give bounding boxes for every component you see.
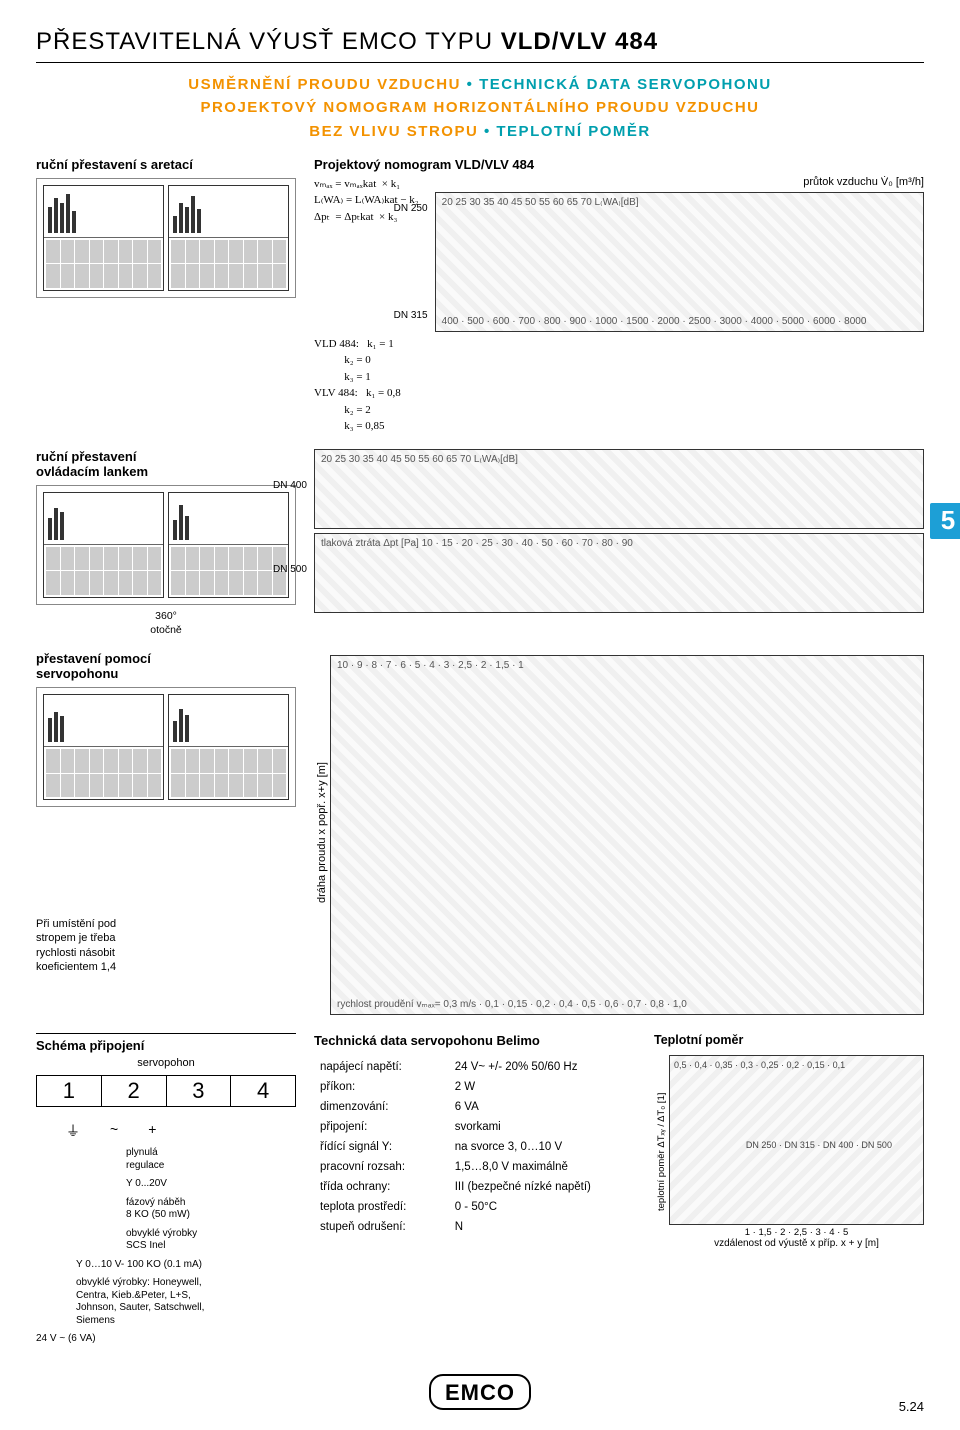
y20-label: Y 0...20V [126,1178,296,1191]
spec-key: příkon: [316,1078,449,1096]
spec-key: pracovní rozsah: [316,1158,449,1176]
page-title: PŘESTAVITELNÁ VÝUSŤ EMCO TYPU VLD/VLV 48… [36,28,924,56]
subt-3a: BEZ VLIVU STROPU [309,123,478,140]
page-number: 5.24 [899,1399,924,1414]
spec-row: připojení:svorkami [316,1118,634,1136]
spec-val: 1,5…8,0 V maximálně [451,1158,634,1176]
terminal-4: 4 [231,1076,295,1106]
terminal-1: 1 [37,1076,102,1106]
spec-val: 2 W [451,1078,634,1096]
v-lines: rychlost proudění vₘₐₓ= 0,3 m/s · 0,1 · … [337,999,687,1010]
dn315-label: DN 315 [394,310,428,321]
mfr-label: obvyklé výrobky: Honeywell, Centra, Kieb… [76,1277,296,1327]
emco-logo: EMCO [429,1374,531,1410]
spec-key: napájecí napětí: [316,1058,449,1076]
nomogram-chart-top: DN 250 DN 315 20 25 30 35 40 45 50 55 60… [435,192,924,332]
subt-1b: TECHNICKÁ DATA SERVOPOHONU [479,76,772,93]
terminal-strip: 1 2 3 4 [36,1075,296,1107]
y-axis-label: dráha proudu x popř. x+y [m] [314,651,330,1015]
formula-defs: vₘₐₓ = vₘₐₓkat × k₁ L₍WA₎ = L₍WA₎kat − k… [314,176,419,332]
spec-val: N [451,1218,634,1236]
spec-key: řídící signál Y: [316,1138,449,1156]
spec-row: příkon:2 W [316,1078,634,1096]
temp-x-ticks: 1 · 1,5 · 2 · 2,5 · 3 · 4 · 5 [669,1227,924,1238]
temp-y-ticks: 0,5 · 0,4 · 0,35 · 0,3 · 0,25 · 0,2 · 0,… [674,1060,845,1070]
dn250-label: DN 250 [394,203,428,214]
temp-y-label: teplotní poměr ΔTₓᵧ / ΔT₀ [1] [654,1055,669,1249]
y-ticks: 10 · 9 · 8 · 7 · 6 · 5 · 4 · 3 · 2,5 · 2… [337,660,524,671]
spec-key: dimenzování: [316,1098,449,1116]
title-bold: VLD/VLV 484 [501,28,658,55]
techdata-title: Technická data servopohonu Belimo [314,1033,636,1048]
terminal-3: 3 [167,1076,232,1106]
spec-row: řídící signál Y:na svorce 3, 0…10 V [316,1138,634,1156]
techdata-table: napájecí napětí:24 V~ +/- 20% 50/60 Hzpř… [314,1056,636,1238]
spec-key: teplota prostředí: [316,1198,449,1216]
spec-row: stupeň odrušení:N [316,1218,634,1236]
spec-val: na svorce 3, 0…10 V [451,1138,634,1156]
thumb-cable [36,485,296,605]
supply-label: 24 V ~ (6 VA) [36,1333,296,1346]
y10-label: Y 0…10 V- 100 KO (0.1 mA) [76,1259,296,1272]
title-rule [36,62,924,63]
nomogram-title: Projektový nomogram VLD/VLV 484 [314,157,924,172]
sym-ground: ⏚ [66,1121,80,1141]
label-cable: ruční přestavení ovládacím lankem [36,449,296,479]
nomogram-lower-chart: 10 · 9 · 8 · 7 · 6 · 5 · 4 · 3 · 2,5 · 2… [330,655,924,1015]
section-marker-5: 5 [930,503,960,539]
label-manual-lock: ruční přestavení s aretací [36,157,296,172]
spec-row: teplota prostředí:0 - 50°C [316,1198,634,1216]
nomogram-dn500: DN 500 tlaková ztráta Δpt [Pa] 10 · 15 ·… [314,533,924,613]
spec-key: připojení: [316,1118,449,1136]
lwa-ticks-2: 20 25 30 35 40 45 50 55 60 65 70 L₍WA₎[d… [321,454,518,465]
spec-val: 6 VA [451,1098,634,1116]
spec-val: svorkami [451,1118,634,1136]
cable-note: 360° otočně [36,609,296,637]
lwa-ticks: 20 25 30 35 40 45 50 55 60 65 70 L₍WA₎[d… [442,197,639,208]
bullet-1: • [467,76,474,93]
spec-val: 24 V~ +/- 20% 50/60 Hz [451,1058,634,1076]
subt-1a: USMĚRNĚNÍ PROUDU VZDUCHU [188,76,461,93]
thumb-manual-lock [36,178,296,298]
schema-title: Schéma připojení [36,1038,296,1053]
coeff-block: VLD 484: k₁ = 1 k₂ = 0 k₃ = 1 VLV 484: k… [314,336,924,435]
label-servo: přestavení pomocí servopohonu [36,651,296,681]
temp-curves: DN 250 · DN 315 · DN 400 · DN 500 [746,1140,892,1150]
sym-plus: + [148,1121,156,1141]
spec-row: pracovní rozsah:1,5…8,0 V maximálně [316,1158,634,1176]
spec-row: dimenzování:6 VA [316,1098,634,1116]
sym-ac: ~ [110,1121,118,1141]
spec-val: III (bezpečné nízké napětí) [451,1178,634,1196]
dn500-label: DN 500 [273,564,307,575]
servo-label: servopohon [36,1057,296,1069]
bullet-2: • [484,123,491,140]
phase-label: fázový náběh 8 KO (50 mW) [126,1197,296,1222]
prods-label: obvyklé výrobky SCS Inel [126,1228,296,1253]
reg-label: plynulá regulace [126,1147,296,1172]
strop-note: Při umístění pod stropem je třeba rychlo… [36,917,296,974]
top-ticks: 400 · 500 · 600 · 700 · 800 · 900 · 1000… [442,316,867,327]
spec-row: třída ochrany:III (bezpečné nízké napětí… [316,1178,634,1196]
subt-2: PROJEKTOVÝ NOMOGRAM HORIZONTÁLNÍHO PROUD… [36,96,924,119]
subtitle-block: USMĚRNĚNÍ PROUDU VZDUCHU • TECHNICKÁ DAT… [36,73,924,143]
temp-chart: 0,5 · 0,4 · 0,35 · 0,3 · 0,25 · 0,2 · 0,… [669,1055,924,1225]
title-pre: PŘESTAVITELNÁ VÝUSŤ EMCO TYPU [36,28,501,55]
spec-key: třída ochrany: [316,1178,449,1196]
terminal-2: 2 [102,1076,167,1106]
temp-x-label: vzdálenost od výustě x příp. x + y [m] [669,1238,924,1249]
ploss-ticks: tlaková ztráta Δpt [Pa] 10 · 15 · 20 · 2… [321,538,633,549]
spec-key: stupeň odrušení: [316,1218,449,1236]
flow-label: průtok vzduchu V̇₀ [m³/h] [435,176,924,188]
spec-row: napájecí napětí:24 V~ +/- 20% 50/60 Hz [316,1058,634,1076]
nomogram-dn400: DN 400 20 25 30 35 40 45 50 55 60 65 70 … [314,449,924,529]
subt-3b: TEPLOTNÍ POMĚR [496,123,650,140]
thumb-servo [36,687,296,807]
temp-title: Teplotní poměr [654,1033,924,1047]
dn400-label: DN 400 [273,480,307,491]
page-footer: EMCO 5.24 [36,1374,924,1420]
spec-val: 0 - 50°C [451,1198,634,1216]
